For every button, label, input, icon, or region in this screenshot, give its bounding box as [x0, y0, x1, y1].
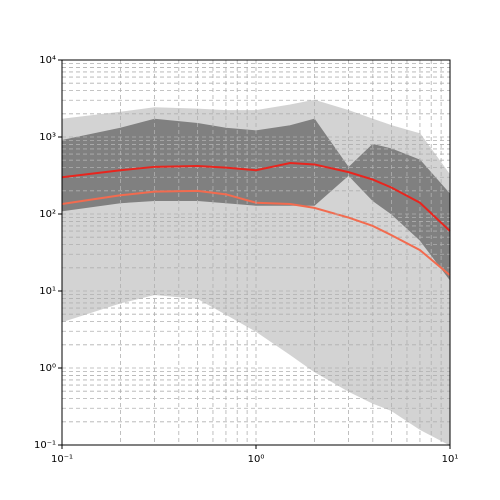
x-tick-label: 10⁰ — [248, 454, 265, 465]
line — [61, 189, 451, 277]
y-tick-label: 10⁻¹ — [34, 440, 56, 451]
y-tick-label: 10¹ — [39, 286, 56, 297]
y-tick-label: 10² — [39, 209, 56, 220]
y-tick-label: 10⁴ — [39, 55, 56, 66]
y-tick-label: 10⁰ — [39, 363, 56, 374]
x-tick-label: 10⁻¹ — [51, 454, 73, 465]
x-tick-label: 10¹ — [442, 454, 459, 465]
y-tick-label: 10³ — [39, 132, 56, 143]
plot-frame — [61, 59, 451, 446]
line — [61, 161, 451, 232]
